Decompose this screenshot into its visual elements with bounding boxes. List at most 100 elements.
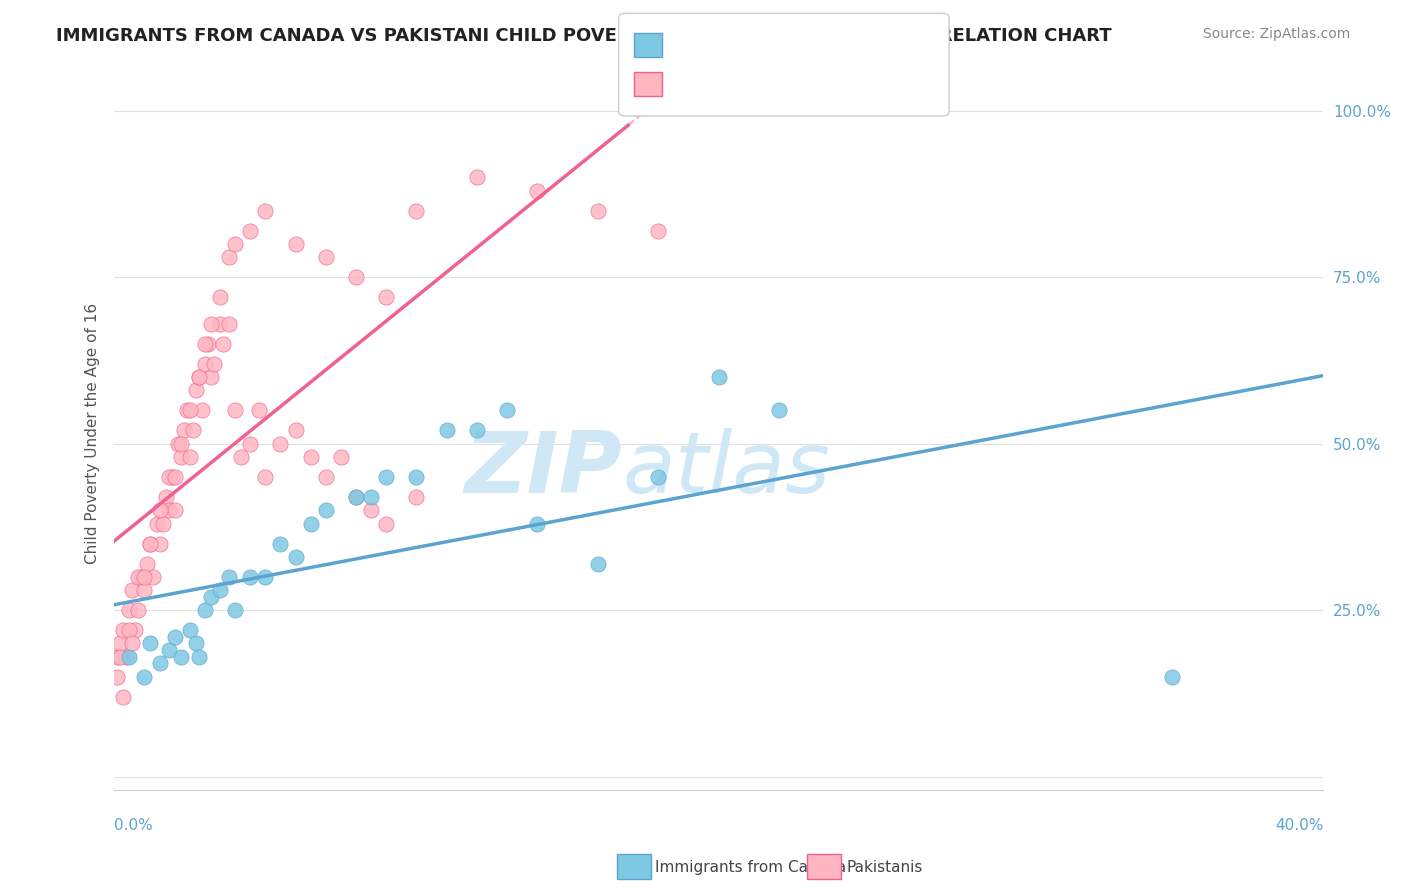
Point	[157, 503, 180, 517]
Point	[139, 536, 162, 550]
Point	[200, 590, 222, 604]
Point	[239, 570, 262, 584]
Point	[163, 470, 186, 484]
Point	[299, 450, 322, 464]
Point	[131, 570, 153, 584]
Point	[110, 649, 132, 664]
Point	[224, 403, 246, 417]
Point	[218, 570, 240, 584]
Point	[134, 583, 156, 598]
Text: 0.0%: 0.0%	[114, 819, 153, 833]
Point	[112, 690, 135, 704]
Point	[197, 336, 219, 351]
Text: Source: ZipAtlas.com: Source: ZipAtlas.com	[1202, 27, 1350, 41]
Point	[375, 516, 398, 531]
Point	[284, 423, 307, 437]
Point	[118, 623, 141, 637]
Point	[360, 490, 382, 504]
Point	[254, 203, 277, 218]
Point	[405, 490, 427, 504]
Point	[160, 470, 183, 484]
Point	[315, 250, 337, 264]
Point	[187, 370, 209, 384]
Point	[121, 583, 143, 598]
Point	[115, 649, 138, 664]
Point	[269, 436, 291, 450]
Point	[707, 370, 730, 384]
Point	[157, 470, 180, 484]
Point	[112, 623, 135, 637]
Point	[405, 203, 427, 218]
Point	[134, 570, 156, 584]
Text: atlas: atlas	[621, 428, 830, 511]
Point	[194, 336, 217, 351]
Point	[127, 603, 149, 617]
Point	[187, 649, 209, 664]
Point	[344, 490, 367, 504]
Point	[176, 403, 198, 417]
Point	[191, 403, 214, 417]
Point	[105, 649, 128, 664]
Point	[375, 290, 398, 304]
Point	[405, 470, 427, 484]
Point	[118, 649, 141, 664]
Text: Pakistanis: Pakistanis	[846, 860, 922, 874]
Point	[139, 636, 162, 650]
Point	[163, 503, 186, 517]
Point	[239, 224, 262, 238]
Point	[155, 490, 177, 504]
Point	[200, 317, 222, 331]
Point	[218, 317, 240, 331]
Point	[231, 450, 253, 464]
Point	[194, 603, 217, 617]
Point	[121, 636, 143, 650]
Point	[124, 623, 146, 637]
Point	[239, 436, 262, 450]
Point	[496, 403, 519, 417]
Point	[170, 649, 193, 664]
Text: 40.0%: 40.0%	[1275, 819, 1323, 833]
Point	[436, 423, 458, 437]
Point	[224, 603, 246, 617]
Point	[768, 403, 790, 417]
Point	[163, 630, 186, 644]
Text: R = 0.716   N = 80: R = 0.716 N = 80	[671, 74, 841, 92]
Point	[134, 670, 156, 684]
Point	[284, 236, 307, 251]
Point	[586, 203, 609, 218]
Text: Immigrants from Canada: Immigrants from Canada	[655, 860, 846, 874]
Point	[179, 450, 201, 464]
Point	[179, 623, 201, 637]
Point	[184, 636, 207, 650]
Point	[224, 236, 246, 251]
Point	[173, 423, 195, 437]
Text: R = 0.601   N = 34: R = 0.601 N = 34	[671, 35, 841, 53]
Text: ZIP: ZIP	[464, 428, 621, 511]
Point	[194, 357, 217, 371]
Point	[145, 516, 167, 531]
Point	[127, 570, 149, 584]
Point	[254, 470, 277, 484]
Point	[170, 450, 193, 464]
Point	[181, 423, 204, 437]
Point	[344, 270, 367, 285]
Text: IMMIGRANTS FROM CANADA VS PAKISTANI CHILD POVERTY UNDER THE AGE OF 16 CORRELATIO: IMMIGRANTS FROM CANADA VS PAKISTANI CHIL…	[56, 27, 1112, 45]
Y-axis label: Child Poverty Under the Age of 16: Child Poverty Under the Age of 16	[86, 303, 100, 565]
Point	[465, 170, 488, 185]
Point	[110, 636, 132, 650]
Point	[284, 549, 307, 564]
Point	[218, 250, 240, 264]
Point	[148, 536, 170, 550]
Point	[269, 536, 291, 550]
Point	[208, 290, 231, 304]
Point	[208, 317, 231, 331]
Point	[360, 503, 382, 517]
Point	[105, 670, 128, 684]
Point	[526, 184, 548, 198]
Point	[202, 357, 225, 371]
Point	[187, 370, 209, 384]
Point	[647, 470, 669, 484]
Point	[1161, 670, 1184, 684]
Point	[179, 403, 201, 417]
Point	[157, 643, 180, 657]
